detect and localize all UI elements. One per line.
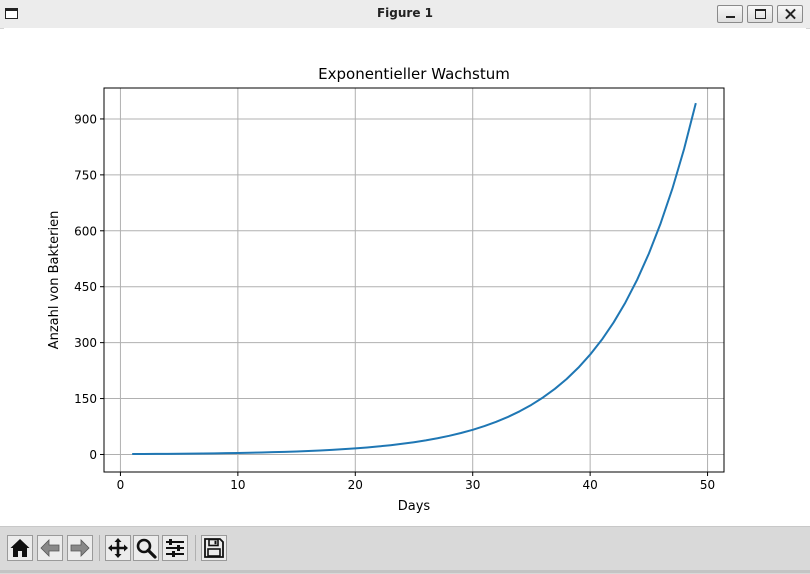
maximize-button[interactable]: [747, 5, 773, 23]
y-axis-label: Anzahl von Bakterien: [47, 211, 62, 350]
sliders-icon: [166, 539, 184, 557]
home-icon: [10, 539, 30, 557]
x-tick-label: 10: [230, 478, 245, 492]
toolbar-separator: [195, 535, 196, 561]
y-tick-label: 300: [74, 336, 97, 350]
window-bottom-border: [0, 570, 810, 573]
line-chart: 0 10 20 30 40 50 0 150 300 450 600 750 900 Exponenti…: [47, 65, 725, 514]
pan-button[interactable]: [105, 535, 131, 561]
x-tick-label: 20: [348, 478, 363, 492]
arrow-left-icon: [40, 539, 60, 557]
y-tick-label: 750: [74, 168, 97, 182]
window-titlebar: Figure 1: [0, 0, 810, 29]
move-icon: [108, 538, 128, 558]
arrow-right-icon: [70, 539, 90, 557]
close-button[interactable]: [777, 5, 803, 23]
y-tick-label: 450: [74, 280, 97, 294]
axes-frame: [103, 87, 725, 473]
x-tick-label: 0: [117, 478, 125, 492]
figure-canvas[interactable]: 0 10 20 30 40 50 0 150 300 450 600 750 900 Exponenti…: [4, 28, 806, 526]
floppy-disk-icon: [204, 538, 224, 558]
save-button[interactable]: [201, 535, 227, 561]
series-line: [132, 102, 697, 456]
axis-ticks: 0 10 20 30 40 50 0 150 300 450 600 750 900: [74, 112, 715, 492]
configure-subplots-button[interactable]: [162, 535, 188, 561]
y-tick-label: 0: [89, 448, 97, 462]
window-title: Figure 1: [376, 6, 434, 20]
minimize-button[interactable]: [717, 5, 743, 23]
magnifier-icon: [136, 538, 157, 559]
y-tick-label: 150: [74, 392, 97, 406]
forward-button[interactable]: [67, 535, 93, 561]
x-tick-label: 30: [465, 478, 480, 492]
y-tick-label: 600: [74, 224, 97, 238]
y-tick-label: 900: [74, 112, 97, 126]
home-button[interactable]: [7, 535, 33, 561]
window-app-icon: [5, 8, 18, 19]
toolbar-separator: [99, 535, 100, 561]
zoom-button[interactable]: [133, 535, 159, 561]
x-axis-label: Days: [398, 499, 431, 514]
navigation-toolbar: [0, 526, 810, 574]
x-tick-label: 40: [582, 478, 597, 492]
chart-title: Exponentieller Wachstum: [318, 65, 510, 83]
grid: [104, 88, 724, 472]
x-tick-label: 50: [700, 478, 715, 492]
back-button[interactable]: [37, 535, 63, 561]
